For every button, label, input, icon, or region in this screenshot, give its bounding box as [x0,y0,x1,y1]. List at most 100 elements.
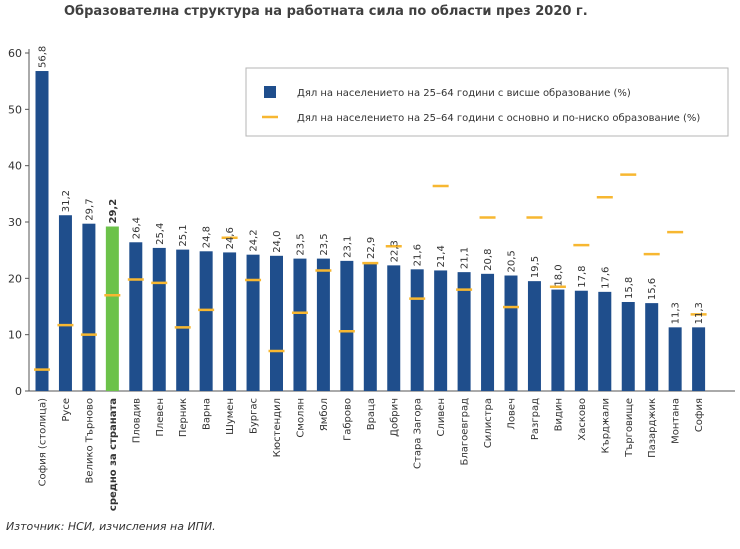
category-label: Велико Търново [84,398,95,483]
value-label: 21,1 [460,247,471,269]
bar [293,258,307,391]
value-label: 56,8 [38,46,49,68]
category-label: Сливен [436,398,447,436]
value-label: 22,3 [389,240,400,262]
value-label: 24,2 [249,229,260,251]
legend-bar-label: Дял на населението на 25–64 години с вис… [297,88,631,99]
category-label: Добрич [389,398,400,437]
legend: Дял на населението на 25–64 години с вис… [245,67,729,137]
value-label: 20,8 [483,249,494,271]
bar [152,247,166,391]
bar [340,260,354,391]
bar [504,275,518,391]
category-label: Пазарджик [647,398,658,458]
y-tick-label: 60 [8,47,22,60]
legend-bar-swatch [264,86,276,98]
bar [387,265,401,391]
category-label: Ловеч [507,398,518,430]
bar [223,252,237,391]
category-label: Смолян [295,398,306,438]
value-label: 29,2 [108,199,119,224]
bar [58,215,72,391]
value-label: 11,3 [694,302,705,324]
bar [668,327,682,391]
axes: 0 10 20 30 40 50 60 [8,47,735,398]
legend-marker-label: Дял на населението на 25–64 години с осн… [297,113,700,124]
bar [527,281,541,391]
value-label: 20,5 [507,250,518,272]
category-label: Русе [61,398,72,422]
bar [621,301,635,391]
category-label: Разград [530,398,541,440]
bar [363,261,377,391]
bar [316,258,330,391]
category-label: Шумен [225,398,236,435]
category-label: Враца [366,398,377,430]
category-label: Видин [553,398,564,431]
value-label: 23,5 [319,233,330,255]
markers [34,173,707,371]
bar [199,251,213,391]
labels: 56,8 София (столица) 31,2 Русе 29,7 Велико Тъ… [38,46,706,511]
bar [598,291,612,391]
bar [105,226,119,391]
category-label: Стара Загора [413,398,424,469]
category-label: Монтана [671,398,682,444]
bar [434,270,448,391]
y-tick-label: 0 [15,385,22,398]
value-label: 23,1 [342,236,353,258]
category-label: Габрово [342,398,353,441]
bar [645,303,659,391]
y-tick-label: 40 [8,160,22,173]
value-label: 19,5 [530,256,541,278]
value-label: 15,8 [624,277,635,299]
y-tick-label: 50 [8,103,22,116]
value-label: 17,8 [577,265,588,287]
bars [35,71,706,391]
category-label: Перник [178,398,189,437]
category-label: средно за страната [108,398,119,511]
bar [692,327,706,391]
value-label: 15,6 [647,278,658,300]
bar-chart: 0 10 20 30 40 50 60 56,8 София (столица) 31,2 Рус… [8,46,735,511]
bar [35,71,49,391]
category-label: Пловдив [131,398,142,443]
value-label: 24,8 [202,226,213,248]
chart-title: Образователна структура на работната сил… [64,4,588,19]
bar [246,254,260,391]
category-label: София (столица) [38,398,49,487]
value-label: 31,2 [61,190,72,212]
category-label: Търговище [624,398,635,458]
value-label: 22,9 [366,237,377,259]
bar [481,273,495,391]
value-label: 11,3 [671,302,682,324]
bar [176,249,190,391]
bar [574,290,588,391]
bar [457,272,471,391]
value-label: 23,5 [295,233,306,255]
source-note: Източник: НСИ, изчисления на ИПИ. [6,520,216,533]
category-label: Кърджали [600,398,611,453]
value-label: 25,1 [178,224,189,246]
value-label: 29,7 [84,198,95,220]
category-label: Силистра [483,398,494,448]
value-label: 24,6 [225,227,236,249]
value-label: 26,4 [131,217,142,239]
category-label: Ямбол [319,398,330,431]
bar [129,242,143,391]
category-label: София [694,398,705,432]
category-label: Благоевград [460,398,471,466]
bar [410,269,424,391]
category-label: Плевен [155,398,166,437]
value-label: 21,4 [436,245,447,267]
y-tick-label: 20 [8,272,22,285]
bar [270,255,283,391]
category-label: Кюстендил [272,398,283,457]
category-label: Варна [202,398,213,430]
value-label: 21,6 [413,244,424,266]
bar [82,223,96,391]
value-label: 24,0 [272,231,283,253]
bar [551,289,565,391]
category-label: Хасково [577,398,588,441]
